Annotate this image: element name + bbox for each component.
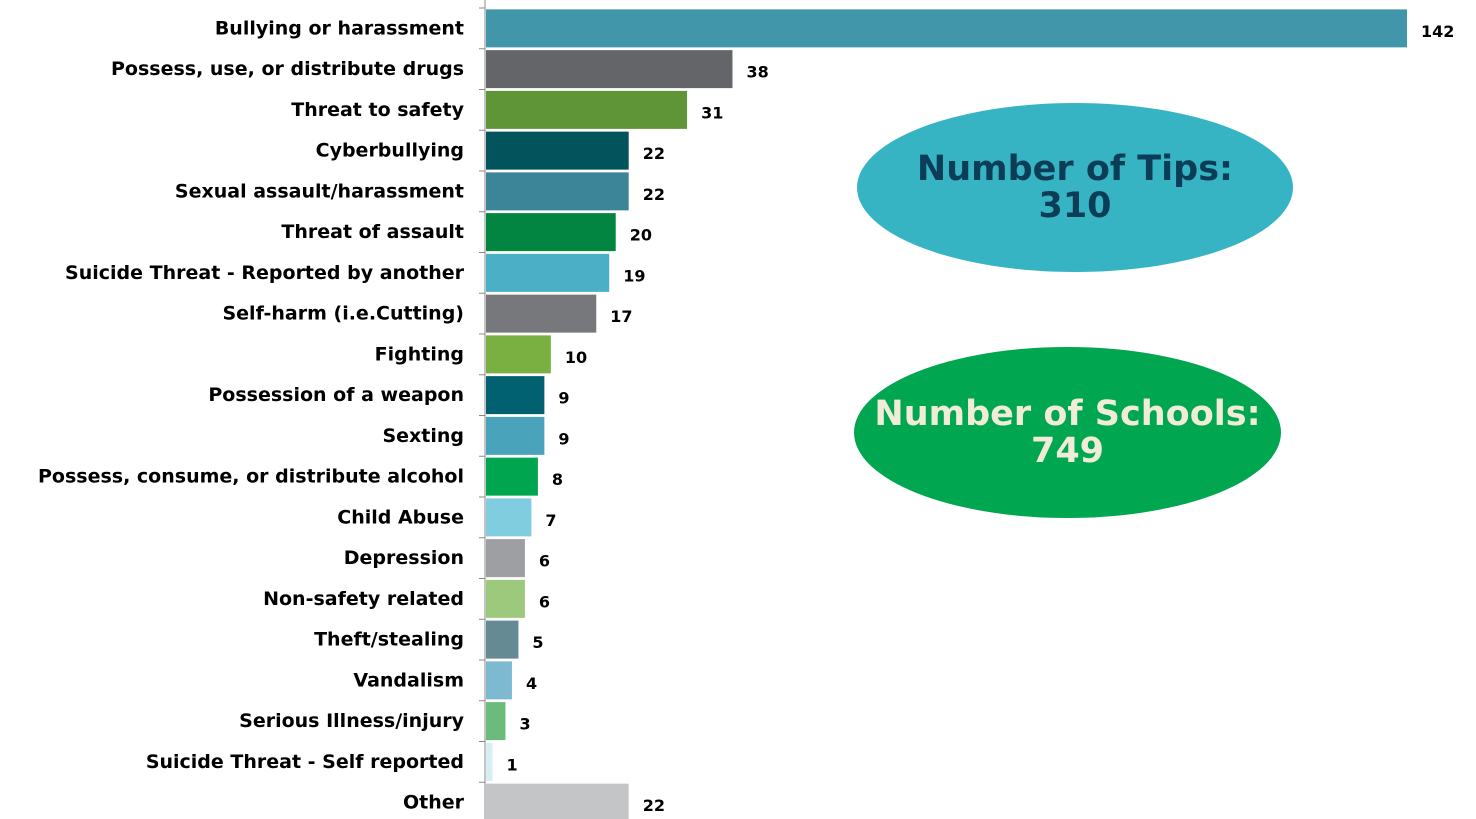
category-label: Vandalism bbox=[353, 669, 464, 691]
category-label: Possess, use, or distribute drugs bbox=[111, 58, 464, 80]
value-label: 6 bbox=[539, 552, 550, 571]
category-label: Self-harm (i.e.Cutting) bbox=[222, 303, 464, 325]
value-label: 7 bbox=[545, 511, 556, 530]
value-label: 19 bbox=[623, 266, 645, 285]
bar-possess-use-or-distribute-drugs bbox=[486, 50, 733, 89]
category-label: Suicide Threat - Reported by another bbox=[65, 262, 465, 284]
bars-layer bbox=[486, 9, 1407, 819]
tips-value: 310 bbox=[1038, 185, 1112, 226]
bar-cyberbullying bbox=[486, 131, 629, 170]
bar-bullying-or-harassment bbox=[486, 9, 1407, 48]
bar-possession-of-a-weapon bbox=[486, 376, 545, 415]
value-label: 10 bbox=[565, 348, 587, 367]
value-label: 38 bbox=[746, 63, 768, 82]
value-label: 1 bbox=[506, 755, 517, 774]
bar-suicide-threat-self-reported bbox=[486, 742, 493, 781]
value-label: 6 bbox=[539, 592, 550, 611]
bar-self-harm-i-e-cutting bbox=[486, 294, 597, 333]
bar-child-abuse bbox=[486, 498, 532, 537]
number-of-schools-badge: Number of Schools: 749 bbox=[854, 347, 1281, 518]
category-label: Fighting bbox=[375, 343, 464, 365]
category-label: Serious Illness/injury bbox=[239, 710, 464, 732]
schools-value: 749 bbox=[1030, 430, 1105, 471]
category-label: Possess, consume, or distribute alcohol bbox=[38, 466, 464, 488]
category-label: Depression bbox=[344, 547, 464, 569]
category-label: Other bbox=[403, 792, 465, 814]
value-label: 142 bbox=[1421, 22, 1454, 41]
bar-non-safety-related bbox=[486, 579, 525, 618]
value-label: 8 bbox=[552, 470, 563, 489]
number-of-tips-badge: Number of Tips: 310 bbox=[857, 103, 1293, 272]
category-label: Non-safety related bbox=[263, 588, 464, 610]
category-label: Child Abuse bbox=[337, 506, 464, 528]
category-label: Threat of assault bbox=[281, 221, 464, 243]
value-label: 3 bbox=[519, 715, 530, 734]
category-label: Theft/stealing bbox=[314, 629, 464, 651]
category-label: Cyberbullying bbox=[316, 140, 464, 162]
value-label: 17 bbox=[610, 307, 632, 326]
value-label: 22 bbox=[643, 796, 665, 815]
bar-possess-consume-or-distribute-alcohol bbox=[486, 457, 538, 496]
value-label: 4 bbox=[526, 674, 537, 693]
category-label: Possession of a weapon bbox=[208, 384, 464, 406]
bar-serious-illness-injury bbox=[486, 702, 506, 741]
value-label: 20 bbox=[630, 226, 652, 245]
bar-other bbox=[486, 783, 629, 819]
category-labels: Bullying or harassment Possess, use, or d… bbox=[38, 17, 465, 813]
tips-label: Number of Tips: bbox=[916, 148, 1234, 189]
bar-theft-stealing bbox=[486, 620, 519, 659]
category-label: Bullying or harassment bbox=[215, 17, 464, 39]
category-label: Sexting bbox=[382, 425, 464, 447]
category-label: Sexual assault/harassment bbox=[175, 180, 464, 202]
bar-depression bbox=[486, 539, 525, 578]
value-label: 9 bbox=[558, 429, 569, 448]
value-label: 5 bbox=[532, 633, 543, 652]
bar-threat-to-safety bbox=[486, 90, 688, 129]
bar-suicide-threat-reported-by-another bbox=[486, 253, 610, 292]
bar-sexual-assault-harassment bbox=[486, 172, 629, 211]
bar-threat-of-assault bbox=[486, 213, 616, 252]
value-label: 22 bbox=[643, 144, 665, 163]
bar-vandalism bbox=[486, 661, 512, 700]
category-label: Threat to safety bbox=[291, 99, 464, 121]
value-label: 22 bbox=[643, 185, 665, 204]
schools-label: Number of Schools: bbox=[874, 393, 1261, 434]
value-label: 9 bbox=[558, 389, 569, 408]
bar-fighting bbox=[486, 335, 551, 374]
y-axis bbox=[479, 0, 486, 819]
category-label: Suicide Threat - Self reported bbox=[146, 751, 464, 773]
bar-sexting bbox=[486, 416, 545, 455]
value-label: 31 bbox=[701, 103, 723, 122]
